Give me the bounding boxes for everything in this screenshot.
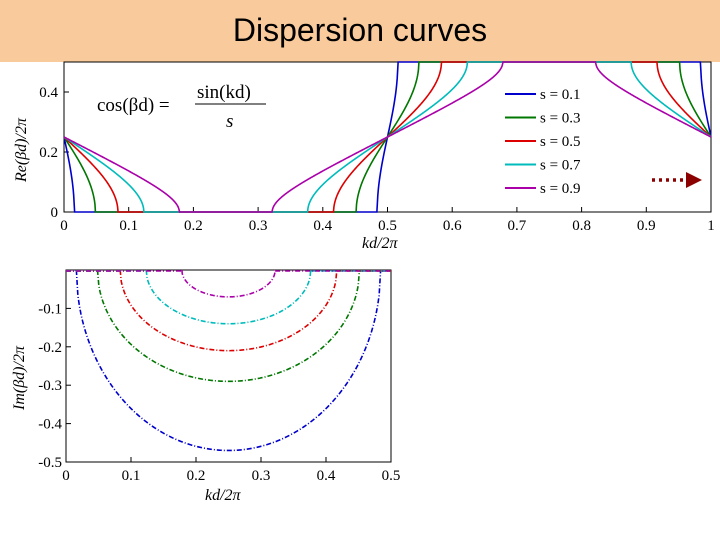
top-x-tick-label: 0.5 [378, 218, 397, 234]
bottom-y-tick-label: -0.1 [38, 301, 62, 317]
top-x-tick-label: 1 [707, 218, 715, 234]
legend-label-s0.1: s = 0.1 [540, 87, 581, 103]
bottom-series-line-s0.3 [96, 269, 361, 383]
bottom-series-line-s0.1 [75, 269, 382, 452]
bottom-series-line-s0.9 [181, 269, 276, 298]
arrow-head [686, 172, 702, 188]
bottom-plot-curves [66, 269, 391, 452]
top-x-tick-label: 0.3 [249, 218, 268, 234]
top-x-axis-label: kd/2π [362, 235, 399, 252]
top-y-axis-label: Re(βd)/2π [13, 117, 30, 183]
equation-numerator: sin(kd) [197, 82, 251, 103]
bottom-y-axis-label: Im(βd)/2π [11, 345, 28, 411]
top-plot-ticks: 0 0.1 0.2 0.3 0.4 0.5 0.6 0.7 0.8 0.9 1 0 0.2 0.4 [39, 85, 715, 234]
bottom-x-tick-label: 0.4 [317, 468, 336, 484]
bottom-x-tick-label: 0.3 [252, 468, 271, 484]
bottom-y-tick-label: -0.3 [38, 378, 62, 394]
legend: s = 0.1 s = 0.3 s = 0.5 s = 0.7 s = 0.9 [499, 80, 584, 202]
slide-title: Dispersion curves [232, 12, 488, 48]
legend-label-s0.7: s = 0.7 [540, 158, 581, 174]
top-x-tick-label: 0.8 [572, 218, 591, 234]
bottom-x-tick-label: 0.1 [122, 468, 141, 484]
bottom-y-tick-label: -0.2 [38, 340, 62, 356]
top-series-line-s0.9 [63, 61, 712, 213]
bottom-y-tick-label: -0.5 [38, 455, 62, 471]
top-x-tick-label: 0.1 [119, 218, 138, 234]
title-bar [0, 0, 720, 62]
top-x-tick-label: 0.6 [443, 218, 462, 234]
top-x-tick-label: 0.4 [313, 218, 332, 234]
bottom-plot-frame [65, 269, 392, 463]
bottom-y-tick-label: -0.4 [38, 417, 62, 433]
dotted-right-arrow-icon [652, 172, 702, 188]
legend-label-s0.5: s = 0.5 [540, 134, 581, 150]
legend-label-s0.3: s = 0.3 [540, 111, 581, 127]
bottom-x-tick-label: 0.2 [187, 468, 206, 484]
top-x-tick-label: 0.7 [508, 218, 527, 234]
top-plot-curves [63, 61, 712, 213]
top-x-tick-label: 0.9 [637, 218, 656, 234]
equation-denominator: s [226, 111, 233, 132]
bottom-x-tick-label: 0 [62, 468, 70, 484]
top-y-tick-label: 0.2 [39, 145, 58, 161]
top-y-tick-label: 0.4 [39, 85, 58, 101]
bottom-x-tick-label: 0.5 [382, 468, 401, 484]
bottom-series-line-s0.5 [119, 269, 338, 352]
top-x-tick-label: 0 [60, 218, 68, 234]
top-y-tick-label: 0 [51, 205, 59, 221]
bottom-series-line-s0.7 [145, 269, 312, 325]
equation-lhs: cos(βd) = [97, 95, 170, 116]
bottom-x-axis-label: kd/2π [205, 487, 242, 504]
bottom-plot-ticks: 0 0.1 0.2 0.3 0.4 0.5 -0.1 -0.2 -0.3 -0.4 -0.5 [38, 301, 400, 484]
top-x-tick-label: 0.2 [184, 218, 203, 234]
legend-items: s = 0.1 s = 0.3 s = 0.5 s = 0.7 s = 0.9 [505, 87, 581, 197]
legend-label-s0.9: s = 0.9 [540, 181, 581, 197]
